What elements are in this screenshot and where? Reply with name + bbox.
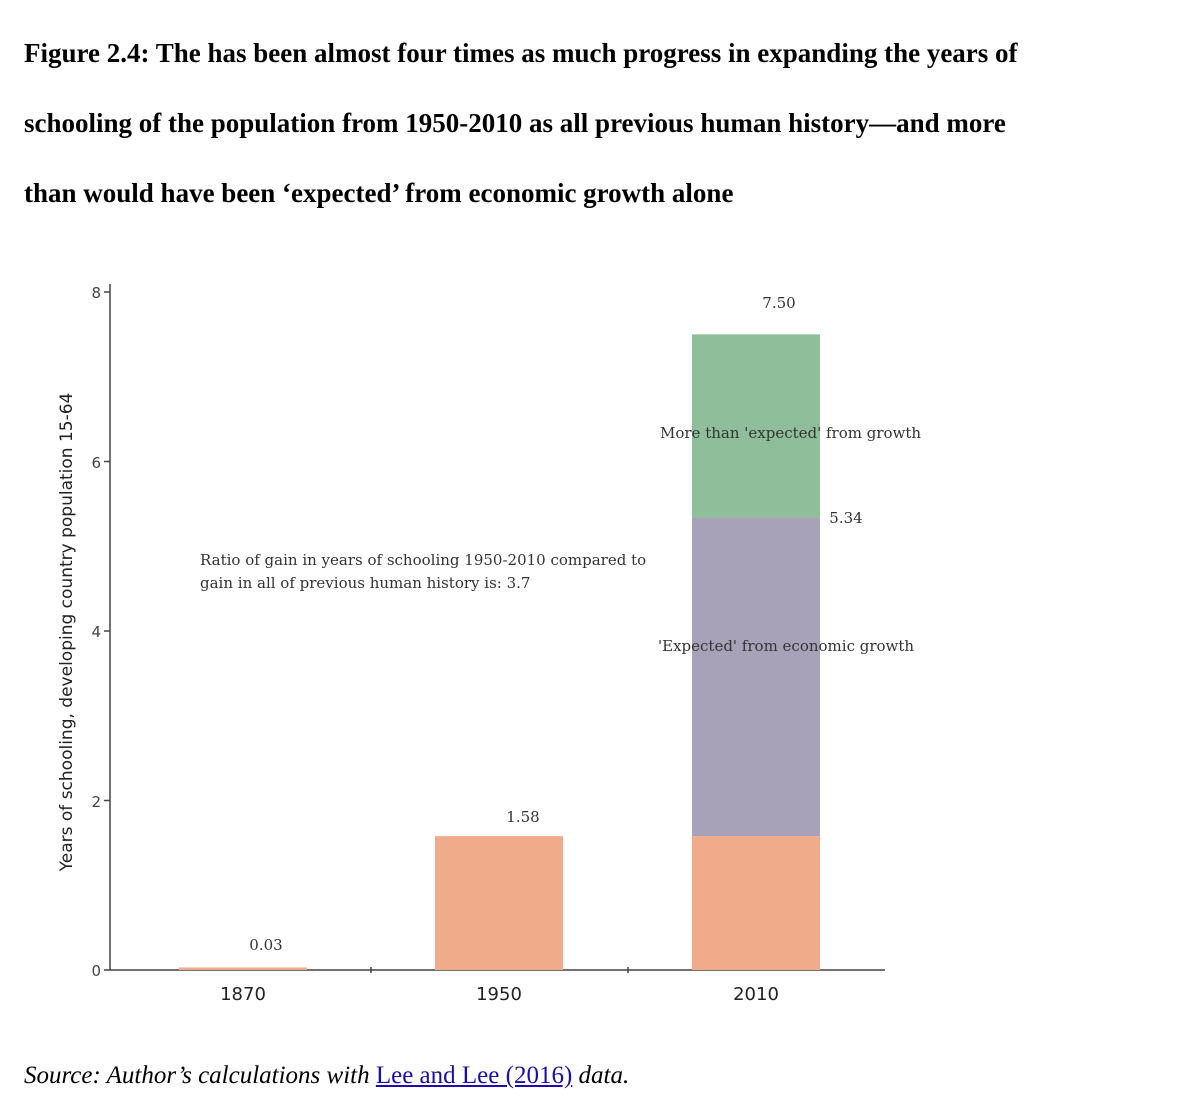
data-label: 7.50 — [762, 294, 795, 312]
segment-label: More than 'expected' from growth — [660, 424, 921, 442]
ratio-annotation: Ratio of gain in years of schooling 1950… — [200, 551, 646, 569]
y-tick-marks — [104, 291, 110, 971]
y-tick-label: 6 — [91, 454, 101, 472]
bar-segment-1870-0 — [179, 967, 307, 970]
y-tick-label: 4 — [91, 623, 101, 641]
source-suffix: data. — [572, 1062, 630, 1089]
y-axis-label: Years of schooling, developing country p… — [57, 393, 77, 873]
ratio-annotation: gain in all of previous human history is… — [200, 574, 530, 592]
y-tick-label: 8 — [91, 284, 101, 302]
y-tick-label: 0 — [91, 962, 101, 980]
source-link[interactable]: Lee and Lee (2016) — [375, 1062, 573, 1089]
bar-segment-2010-2 — [692, 334, 820, 518]
title-line: schooling of the population from 1950-20… — [24, 108, 1006, 138]
source-note: Source: Author’s calculations with Lee a… — [24, 1062, 629, 1090]
data-label: 0.03 — [249, 936, 282, 954]
data-label: 1.58 — [506, 808, 539, 826]
bar-segment-2010-0 — [692, 836, 820, 970]
x-tick-label: 1870 — [220, 984, 266, 1005]
data-label: 5.34 — [829, 509, 862, 527]
x-tick-label: 2010 — [733, 984, 779, 1005]
x-tick-marks — [370, 967, 629, 973]
stacked-bar-chart: Years of schooling, developing country p… — [57, 284, 921, 1005]
y-tick-label: 2 — [91, 793, 101, 811]
title-line: than would have been ‘expected’ from eco… — [24, 178, 734, 208]
title-line: Figure 2.4: The has been almost four tim… — [24, 38, 1018, 68]
segment-label: 'Expected' from economic growth — [658, 637, 914, 655]
x-tick-label: 1950 — [476, 984, 522, 1005]
bar-segment-1950-0 — [435, 836, 563, 970]
figure-title: Figure 2.4: The has been almost four tim… — [24, 18, 1184, 228]
source-prefix: Source: Author’s calculations with — [24, 1062, 376, 1089]
bar-segment-2010-1 — [692, 517, 820, 837]
